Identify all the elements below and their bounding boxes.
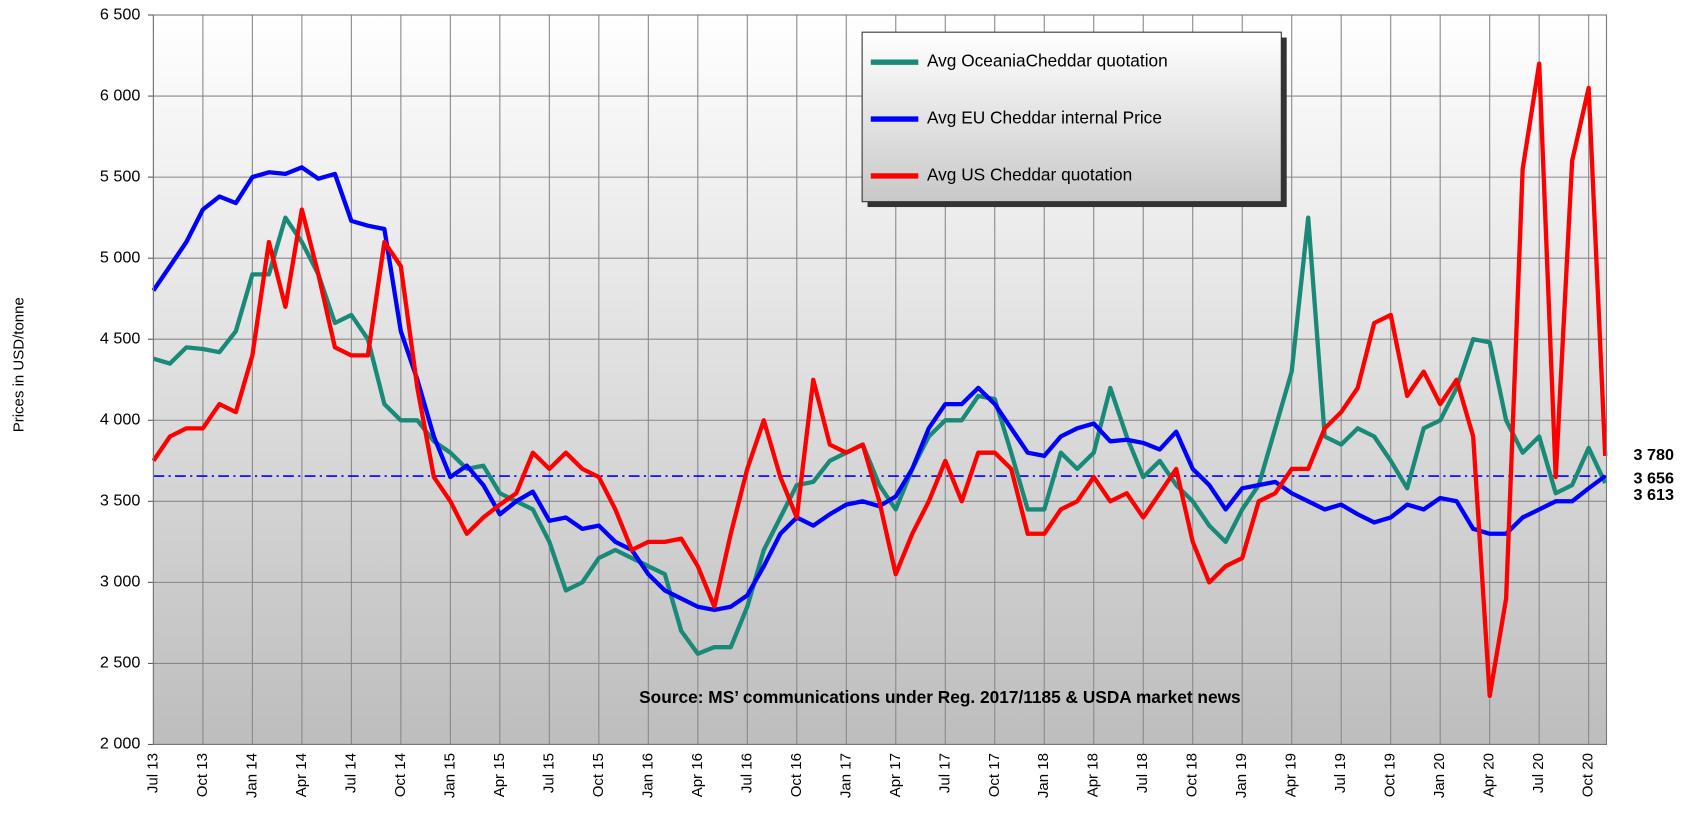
legend-label: Avg OceaniaCheddar quotation [927,51,1168,71]
x-tick-label: Jul 14 [342,753,359,793]
x-tick-label: Jul 17 [936,753,953,793]
y-tick-label: 3 500 [100,492,141,510]
legend-label: Avg EU Cheddar internal Price [927,108,1162,128]
plot-frame [152,14,1608,746]
x-tick-label: Apr 20 [1481,753,1498,797]
x-tick-label: Oct 14 [392,753,409,797]
y-tick-label: 3 000 [100,573,141,591]
y-tick-label: 4 500 [100,330,141,348]
y-tick-label: 4 000 [100,411,141,429]
end-label: 3 613 [1634,486,1675,504]
x-tick-label: Jan 17 [837,753,854,798]
x-tick-label: Apr 19 [1283,753,1300,797]
x-tick-label: Jul 16 [738,753,755,793]
x-tick-label: Jan 16 [639,753,656,798]
x-tick-label: Oct 16 [788,753,805,797]
x-tick-label: Oct 13 [194,753,211,797]
x-tick-label: Apr 14 [293,753,310,797]
x-tick-label: Jul 15 [540,753,557,793]
source-note: Source: MS’ communications under Reg. 20… [639,687,1240,707]
series-line [151,61,1608,699]
x-tick-label: Jul 18 [1134,753,1151,793]
x-tick-label: Oct 17 [986,753,1003,797]
y-tick-label: 2 500 [100,654,141,672]
x-tick-label: Apr 18 [1085,753,1102,797]
legend-label: Avg US Cheddar quotation [927,165,1132,185]
x-tick-label: Apr 15 [491,753,508,797]
series-line [152,215,1608,656]
x-tick-label: Oct 18 [1184,753,1201,797]
legend-box [861,31,1282,203]
x-tick-label: Apr 17 [887,753,904,797]
x-tick-label: Oct 15 [590,753,607,797]
x-tick-label: Apr 16 [689,753,706,797]
y-tick-label: 2 000 [100,735,141,753]
x-tick-label: Jan 14 [243,753,260,798]
x-tick-label: Jan 19 [1233,753,1250,798]
x-tick-label: Oct 20 [1580,753,1597,797]
end-label: 3 656 [1634,470,1675,488]
x-tick-label: Jul 20 [1530,753,1547,793]
x-tick-label: Jan 20 [1431,753,1448,798]
x-tick-label: Oct 19 [1382,753,1399,797]
x-tick-label: Jan 15 [441,753,458,798]
y-tick-label: 6 000 [100,86,141,104]
x-tick-label: Jul 19 [1332,753,1349,793]
x-tick-label: Jan 18 [1035,753,1052,798]
y-tick-label: 5 000 [100,248,141,266]
y-tick-label: 5 500 [100,167,141,185]
y-axis-label: Prices in USD/tonne [10,297,27,432]
y-tick-label: 6 500 [100,5,141,23]
end-label: 3 780 [1634,446,1675,464]
x-tick-label: Jul 13 [144,753,161,793]
